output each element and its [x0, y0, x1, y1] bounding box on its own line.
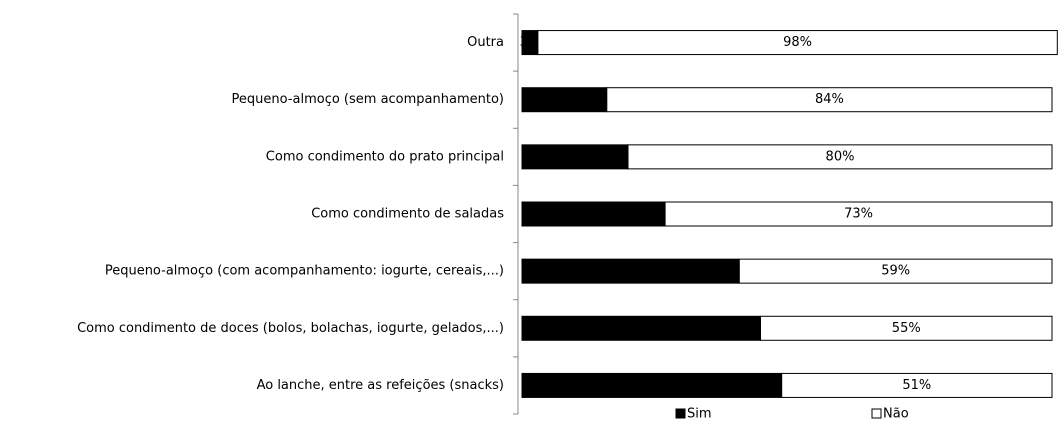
category-label: Pequeno-almoço (com acompanhamento: iogu…: [105, 264, 504, 279]
legend-swatch: [871, 408, 882, 419]
bar-segment: [537, 30, 1058, 56]
bar-segment: [760, 315, 1053, 341]
legend-label: Não: [883, 407, 909, 422]
data-label: 51%: [902, 378, 931, 393]
bar-segment: [738, 258, 1053, 284]
bar-segment: [606, 87, 1053, 113]
bar-segment: [521, 87, 608, 113]
category-label: Como condimento de saladas: [311, 207, 504, 222]
category-label: Como condimento do prato principal: [266, 149, 504, 164]
data-label: 84%: [815, 92, 844, 107]
legend-label: Sim: [687, 407, 712, 422]
data-label: 27%: [579, 207, 608, 222]
data-label: 73%: [844, 207, 873, 222]
category-label: Outra: [467, 35, 504, 50]
data-label: 55%: [892, 321, 921, 336]
bar-segment: [521, 201, 666, 227]
bar-segment: [664, 201, 1053, 227]
category-label: Pequeno-almoço (sem acompanhamento): [232, 92, 504, 107]
data-label: 80%: [826, 149, 855, 164]
bar-segment: [627, 144, 1053, 170]
bar-segment: [781, 372, 1053, 398]
bar-segment: [521, 144, 629, 170]
category-label: Ao lanche, entre as refeições (snacks): [257, 378, 504, 393]
bar-segment: [521, 315, 761, 341]
data-label: 3%: [520, 35, 541, 50]
data-label: 16%: [550, 92, 579, 107]
data-label: 41%: [616, 264, 645, 279]
data-label: 45%: [627, 321, 656, 336]
legend-swatch: [675, 408, 686, 419]
data-label: 49%: [637, 378, 666, 393]
data-label: 59%: [881, 264, 910, 279]
data-label: 98%: [783, 35, 812, 50]
data-label: 20%: [561, 149, 590, 164]
category-label: Como condimento de doces (bolos, bolacha…: [77, 321, 504, 336]
